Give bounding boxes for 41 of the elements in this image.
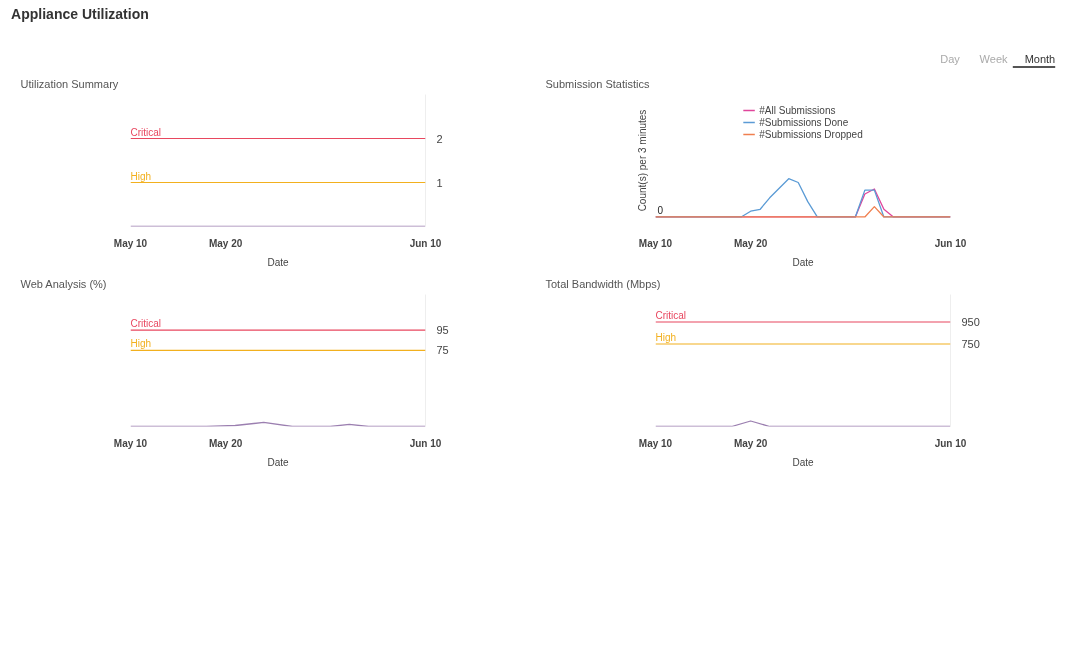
ref-line-label: Critical bbox=[130, 126, 162, 138]
x-tick-label: May 20 bbox=[208, 437, 243, 449]
x-tick-label: May 20 bbox=[733, 437, 768, 449]
x-tick-label: Jun 10 bbox=[934, 237, 967, 249]
legend-label: #Submissions Dropped bbox=[759, 128, 863, 140]
y-axis-title: Count(s) per 3 minutes bbox=[636, 109, 648, 212]
annotation: 0 bbox=[657, 204, 664, 216]
y-tick-label: 2 bbox=[436, 132, 443, 145]
x-tick-label: May 20 bbox=[208, 237, 243, 249]
ref-line-label: High bbox=[655, 332, 677, 343]
legend-label: #All Submissions bbox=[759, 104, 836, 116]
text: Appliance Utilization bbox=[11, 5, 149, 22]
chart-title: Submission Statistics bbox=[545, 77, 650, 90]
x-tick-label: May 10 bbox=[113, 237, 148, 249]
y-tick-label: 1 bbox=[436, 176, 443, 189]
x-tick-label: Jun 10 bbox=[409, 237, 442, 249]
chart-title: Utilization Summary bbox=[20, 77, 119, 90]
y-tick-label: 95 bbox=[436, 324, 449, 337]
ref-line-label: High bbox=[130, 170, 152, 182]
y-tick-label: 75 bbox=[436, 344, 449, 357]
x-tick-label: May 10 bbox=[638, 437, 673, 449]
x-axis-title: Date bbox=[267, 456, 289, 468]
x-axis-title: Date bbox=[792, 456, 814, 468]
x-axis-title: Date bbox=[267, 256, 289, 268]
legend-label: #Submissions Done bbox=[759, 116, 849, 128]
x-tick-label: May 10 bbox=[113, 437, 148, 449]
x-tick-label: Jun 10 bbox=[934, 437, 967, 449]
y-tick-label: 750 bbox=[961, 338, 980, 350]
ref-line-label: Critical bbox=[655, 310, 687, 321]
text: Week bbox=[979, 52, 1008, 65]
x-axis-title: Date bbox=[792, 256, 814, 268]
ref-line-label: High bbox=[130, 338, 152, 350]
x-tick-label: Jun 10 bbox=[409, 437, 442, 449]
chart-title: Total Bandwidth (Mbps) bbox=[545, 277, 661, 290]
chart-title: Web Analysis (%) bbox=[20, 277, 107, 290]
x-tick-label: May 20 bbox=[733, 237, 768, 249]
x-tick-label: May 10 bbox=[638, 237, 673, 249]
text: Day bbox=[940, 52, 961, 65]
text: Month bbox=[1024, 52, 1056, 65]
y-tick-label: 950 bbox=[961, 316, 980, 328]
ref-line-label: Critical bbox=[130, 318, 162, 330]
